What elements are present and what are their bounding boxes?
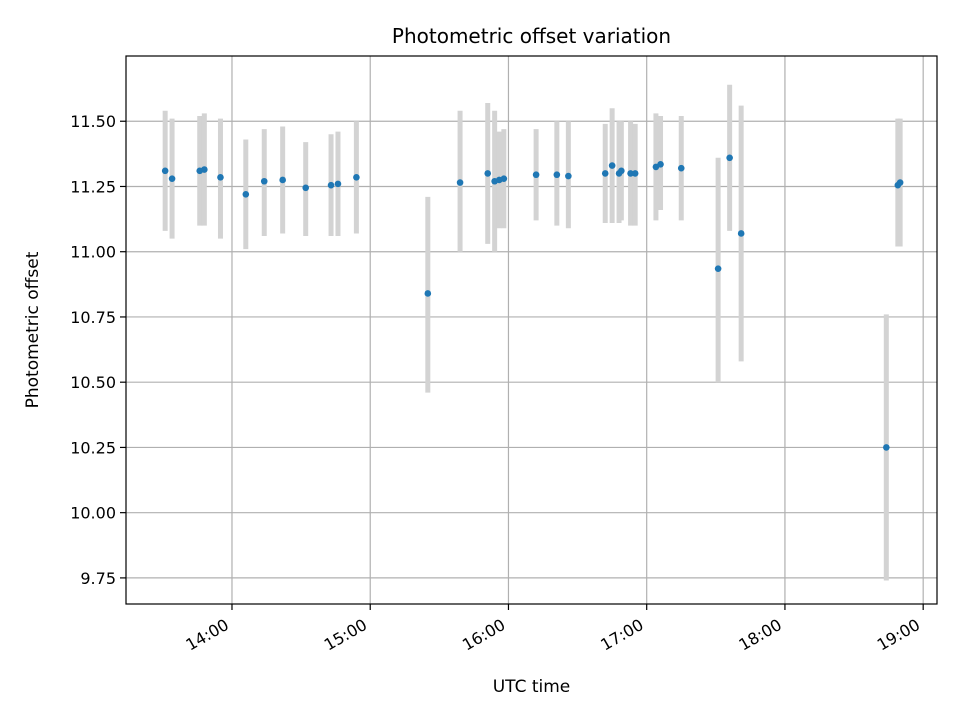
- data-point: [631, 170, 639, 177]
- data-point: [896, 179, 904, 186]
- data-point: [424, 290, 432, 297]
- data-point: [565, 172, 572, 180]
- y-axis-label: Photometric offset: [23, 251, 43, 408]
- data-point: [334, 180, 342, 188]
- plot-frame: [125, 55, 938, 605]
- data-point: [553, 171, 561, 179]
- data-point: [279, 176, 286, 184]
- y-tick-label: 10.00: [70, 504, 116, 523]
- x-axis-label: UTC time: [493, 677, 571, 697]
- data-point: [242, 191, 250, 198]
- y-tick-label: 9.75: [80, 569, 116, 588]
- y-tick-label: 11.50: [70, 112, 116, 131]
- data-point: [456, 179, 464, 186]
- data-point: [657, 160, 664, 168]
- y-tick-label: 11.25: [70, 177, 116, 196]
- data-point: [677, 164, 685, 172]
- data-point: [201, 166, 208, 173]
- y-tick-label: 10.75: [70, 308, 116, 327]
- data-point: [608, 162, 616, 169]
- y-tick-label: 10.50: [70, 373, 116, 392]
- data-point: [618, 167, 625, 175]
- y-tick-label: 11.00: [70, 243, 116, 262]
- data-point: [714, 265, 722, 272]
- data-point: [726, 154, 733, 162]
- data-point: [500, 175, 508, 182]
- y-axis-ticks: 9.75 10.00 10.25 10.50 10.75 11.00 11.25 11.50: [70, 112, 126, 588]
- data-point: [168, 175, 176, 182]
- data-point: [260, 177, 268, 185]
- data-point: [601, 170, 609, 177]
- grid-lines: [126, 56, 937, 604]
- data-points: [161, 154, 904, 451]
- data-point: [737, 230, 745, 237]
- data-point: [217, 174, 224, 181]
- y-tick-label: 10.25: [70, 438, 116, 457]
- data-point: [532, 171, 540, 179]
- chart-title: Photometric offset variation: [392, 24, 671, 48]
- data-point: [327, 181, 335, 189]
- data-point: [627, 170, 634, 177]
- data-point: [883, 444, 890, 451]
- data-point: [161, 167, 169, 175]
- data-point: [484, 170, 492, 177]
- data-point: [353, 174, 360, 181]
- data-point: [302, 184, 310, 192]
